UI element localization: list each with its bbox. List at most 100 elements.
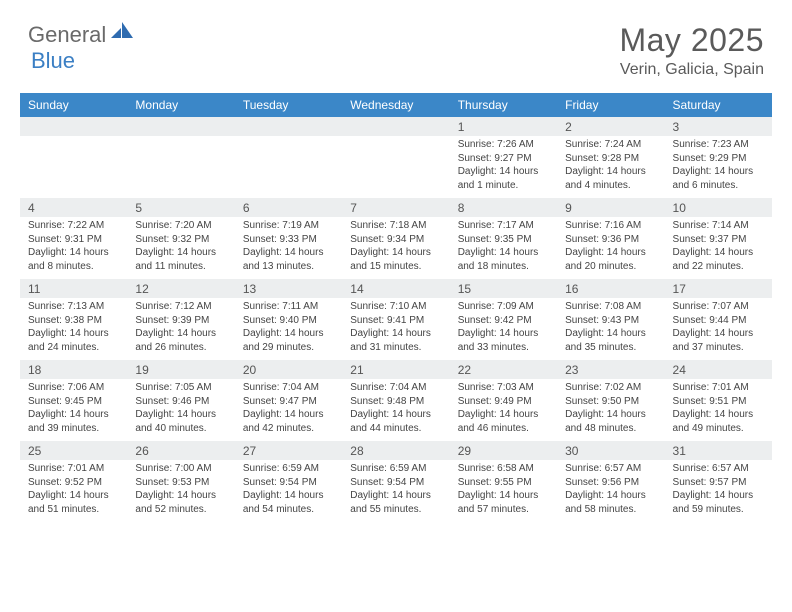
day-number: 23: [557, 360, 664, 379]
day-number: 24: [665, 360, 772, 379]
weekday-header: Thursday: [450, 93, 557, 117]
weekday-header: Wednesday: [342, 93, 449, 117]
day-content-row: Sunrise: 7:22 AMSunset: 9:31 PMDaylight:…: [20, 217, 772, 279]
sunrise-text: Sunrise: 7:01 AM: [673, 381, 764, 395]
day-cell: Sunrise: 7:26 AMSunset: 9:27 PMDaylight:…: [450, 136, 557, 198]
day-number: 17: [665, 279, 772, 298]
sunrise-text: Sunrise: 7:04 AM: [350, 381, 441, 395]
daylight-text: Daylight: 14 hours and 29 minutes.: [243, 327, 334, 354]
day-cell: Sunrise: 6:59 AMSunset: 9:54 PMDaylight:…: [342, 460, 449, 522]
sunrise-text: Sunrise: 7:06 AM: [28, 381, 119, 395]
daylight-text: Daylight: 14 hours and 1 minute.: [458, 165, 549, 192]
day-number: 26: [127, 441, 234, 460]
month-title: May 2025: [619, 22, 764, 59]
day-cell: Sunrise: 6:57 AMSunset: 9:56 PMDaylight:…: [557, 460, 664, 522]
day-content-row: Sunrise: 7:06 AMSunset: 9:45 PM Daylight:…: [20, 379, 772, 441]
day-number: 14: [342, 279, 449, 298]
day-number: 1: [450, 117, 557, 136]
logo-text-2: Blue: [31, 48, 75, 73]
day-cell: Sunrise: 7:11 AMSunset: 9:40 PMDaylight:…: [235, 298, 342, 360]
logo: General: [28, 22, 135, 48]
day-number: 31: [665, 441, 772, 460]
daylight-text: Daylight: 14 hours and 15 minutes.: [350, 246, 441, 273]
daylight-text: Daylight: 14 hours and 35 minutes.: [565, 327, 656, 354]
weekday-header: Sunday: [20, 93, 127, 117]
daylight-text: Daylight: 14 hours and 44 minutes.: [350, 408, 441, 435]
sunrise-text: Sunrise: 7:05 AM: [135, 381, 226, 395]
sunset-text: Sunset: 9:40 PM: [243, 314, 334, 328]
day-cell: Sunrise: 7:02 AMSunset: 9:50 PMDaylight:…: [557, 379, 664, 441]
sunrise-text: Sunrise: 7:18 AM: [350, 219, 441, 233]
day-cell: Sunrise: 7:10 AMSunset: 9:41 PMDaylight:…: [342, 298, 449, 360]
daylight-text: Daylight: 14 hours and 58 minutes.: [565, 489, 656, 516]
sunrise-text: Sunrise: 7:08 AM: [565, 300, 656, 314]
sunset-text: Sunset: 9:45 PM: [28, 395, 119, 409]
day-number: 11: [20, 279, 127, 298]
day-number: 20: [235, 360, 342, 379]
sunset-text: Sunset: 9:35 PM: [458, 233, 549, 247]
day-cell: Sunrise: 6:57 AMSunset: 9:57 PMDaylight:…: [665, 460, 772, 522]
day-number: 28: [342, 441, 449, 460]
day-cell: Sunrise: 7:08 AMSunset: 9:43 PMDaylight:…: [557, 298, 664, 360]
day-cell: [235, 136, 342, 198]
sunrise-text: Sunrise: 7:00 AM: [135, 462, 226, 476]
sunset-text: Sunset: 9:47 PM: [243, 395, 334, 409]
logo-text-1: General: [28, 22, 106, 48]
sunrise-text: Sunrise: 7:04 AM: [243, 381, 334, 395]
daylight-text: Daylight: 14 hours and 26 minutes.: [135, 327, 226, 354]
daylight-text: Daylight: 14 hours and 52 minutes.: [135, 489, 226, 516]
day-cell: Sunrise: 6:58 AMSunset: 9:55 PMDaylight:…: [450, 460, 557, 522]
weekday-header: Monday: [127, 93, 234, 117]
daylight-text: Daylight: 14 hours and 55 minutes.: [350, 489, 441, 516]
sunrise-text: Sunrise: 7:26 AM: [458, 138, 549, 152]
daylight-text: Daylight: 14 hours and 51 minutes.: [28, 489, 119, 516]
day-cell: Sunrise: 7:12 AMSunset: 9:39 PMDaylight:…: [127, 298, 234, 360]
sunset-text: Sunset: 9:56 PM: [565, 476, 656, 490]
location: Verin, Galicia, Spain: [619, 61, 764, 79]
day-cell: Sunrise: 7:04 AMSunset: 9:47 PMDaylight:…: [235, 379, 342, 441]
sunrise-text: Sunrise: 7:22 AM: [28, 219, 119, 233]
day-cell: Sunrise: 7:14 AMSunset: 9:37 PMDaylight:…: [665, 217, 772, 279]
weekday-header-row: Sunday Monday Tuesday Wednesday Thursday…: [20, 93, 772, 117]
sunrise-text: Sunrise: 7:01 AM: [28, 462, 119, 476]
day-cell: Sunrise: 6:59 AMSunset: 9:54 PMDaylight:…: [235, 460, 342, 522]
day-cell: [127, 136, 234, 198]
sunrise-text: Sunrise: 7:13 AM: [28, 300, 119, 314]
day-cell: Sunrise: 7:09 AMSunset: 9:42 PMDaylight:…: [450, 298, 557, 360]
day-cell: Sunrise: 7:23 AMSunset: 9:29 PMDaylight:…: [665, 136, 772, 198]
sunrise-text: Sunrise: 7:24 AM: [565, 138, 656, 152]
day-number: 6: [235, 198, 342, 217]
day-cell: Sunrise: 7:19 AMSunset: 9:33 PMDaylight:…: [235, 217, 342, 279]
sunrise-text: Sunrise: 7:14 AM: [673, 219, 764, 233]
day-content-row: Sunrise: 7:26 AMSunset: 9:27 PMDaylight:…: [20, 136, 772, 198]
day-cell: Sunrise: 7:20 AMSunset: 9:32 PMDaylight:…: [127, 217, 234, 279]
daylight-text: Daylight: 14 hours and 54 minutes.: [243, 489, 334, 516]
day-content-row: Sunrise: 7:01 AMSunset: 9:52 PMDaylight:…: [20, 460, 772, 522]
daylight-text: Daylight: 14 hours and 18 minutes.: [458, 246, 549, 273]
sunset-text: Sunset: 9:42 PM: [458, 314, 549, 328]
day-cell: Sunrise: 7:01 AMSunset: 9:52 PMDaylight:…: [20, 460, 127, 522]
sunset-text: Sunset: 9:41 PM: [350, 314, 441, 328]
sunset-text: Sunset: 9:55 PM: [458, 476, 549, 490]
day-number: 5: [127, 198, 234, 217]
day-cell: Sunrise: 7:00 AMSunset: 9:53 PMDaylight:…: [127, 460, 234, 522]
sunset-text: Sunset: 9:46 PM: [135, 395, 226, 409]
sunset-text: Sunset: 9:34 PM: [350, 233, 441, 247]
day-number: 18: [20, 360, 127, 379]
day-number: 12: [127, 279, 234, 298]
day-number: 3: [665, 117, 772, 136]
sunset-text: Sunset: 9:44 PM: [673, 314, 764, 328]
sunset-text: Sunset: 9:33 PM: [243, 233, 334, 247]
sunset-text: Sunset: 9:27 PM: [458, 152, 549, 166]
daylight-text: Daylight: 14 hours and 31 minutes.: [350, 327, 441, 354]
day-number: 16: [557, 279, 664, 298]
daylight-text: Daylight: 14 hours and 49 minutes.: [673, 408, 764, 435]
sunrise-text: Sunrise: 7:16 AM: [565, 219, 656, 233]
sunset-text: Sunset: 9:57 PM: [673, 476, 764, 490]
day-cell: Sunrise: 7:17 AMSunset: 9:35 PMDaylight:…: [450, 217, 557, 279]
day-cell: Sunrise: 7:18 AMSunset: 9:34 PMDaylight:…: [342, 217, 449, 279]
day-cell: Sunrise: 7:24 AMSunset: 9:28 PMDaylight:…: [557, 136, 664, 198]
day-number: 15: [450, 279, 557, 298]
logo-line2: Blue: [30, 48, 75, 74]
sunset-text: Sunset: 9:54 PM: [243, 476, 334, 490]
